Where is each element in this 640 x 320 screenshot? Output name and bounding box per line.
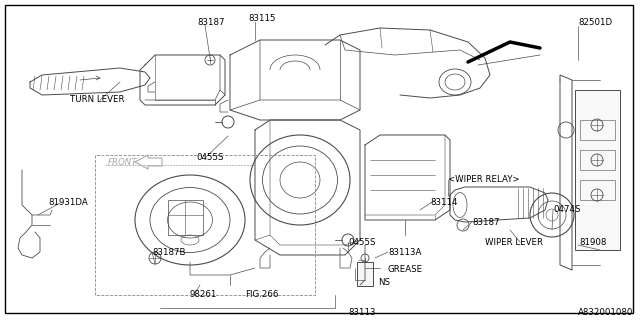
Text: 98261: 98261	[190, 290, 218, 299]
Text: 81908: 81908	[579, 238, 606, 247]
Bar	[580, 180, 615, 200]
Text: TURN LEVER: TURN LEVER	[70, 95, 125, 104]
Text: A832001080: A832001080	[578, 308, 634, 317]
Text: 83187: 83187	[197, 18, 225, 27]
Text: 0455S: 0455S	[348, 238, 376, 247]
Text: FRONT: FRONT	[108, 158, 138, 167]
Text: 83113A: 83113A	[388, 248, 421, 257]
Text: NS: NS	[378, 278, 390, 287]
Text: 83187B: 83187B	[152, 248, 186, 257]
Text: 83114: 83114	[430, 198, 458, 207]
Text: WIPER LEVER: WIPER LEVER	[485, 238, 543, 247]
Text: 83187: 83187	[472, 218, 499, 227]
Text: 81931DA: 81931DA	[48, 198, 88, 207]
Bar	[357, 262, 373, 286]
Text: <WIPER RELAY>: <WIPER RELAY>	[448, 175, 520, 184]
Text: 0455S: 0455S	[196, 153, 223, 162]
Text: 83113: 83113	[348, 308, 376, 317]
Bar	[575, 90, 620, 250]
Text: 0474S: 0474S	[553, 205, 580, 214]
Bar	[580, 120, 615, 140]
Text: 83115: 83115	[248, 14, 275, 23]
Bar	[168, 200, 203, 235]
Text: FIG.266: FIG.266	[245, 290, 278, 299]
Text: GREASE: GREASE	[388, 265, 423, 274]
Bar	[580, 150, 615, 170]
Text: 82501D: 82501D	[578, 18, 612, 27]
